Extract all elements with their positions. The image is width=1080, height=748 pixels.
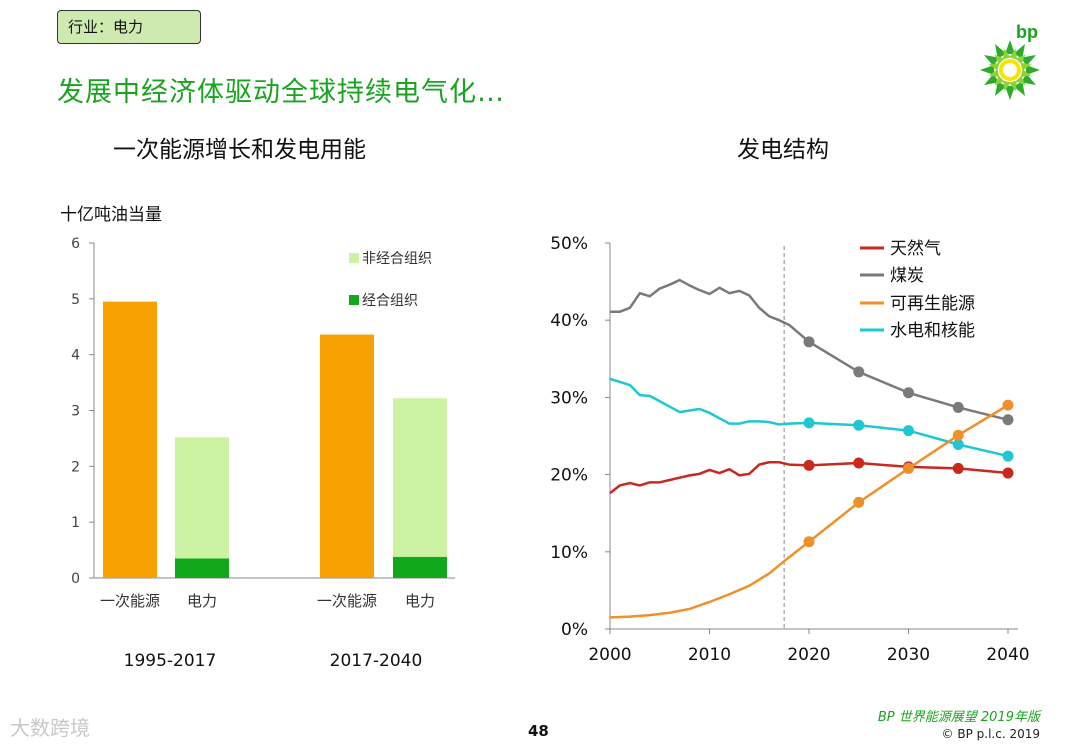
line-y-tick-label: 40% xyxy=(550,311,588,331)
bar-1995-2017-electricity-non-oecd xyxy=(175,437,229,559)
bar-y-tick-label: 2 xyxy=(71,459,80,475)
line-marker-coal xyxy=(803,336,815,348)
line-marker-gas xyxy=(952,462,964,474)
bar-y-tick-label: 3 xyxy=(71,404,80,420)
line-marker-renewables xyxy=(853,496,865,508)
bar-group-label: 1995-2017 xyxy=(124,651,217,671)
line-marker-renewables xyxy=(903,462,914,474)
line-y-tick-label: 10% xyxy=(550,543,588,563)
bar-category-label: 电力 xyxy=(405,592,435,610)
bar-category-label: 一次能源 xyxy=(100,592,160,610)
line-marker-renewables xyxy=(952,429,964,441)
bar-2017-2040-electricity-non-oecd xyxy=(393,398,447,557)
bar-y-tick-label: 4 xyxy=(71,348,80,364)
line-marker-hydro_nuclear xyxy=(952,438,964,450)
bar-legend-label: 经合组织 xyxy=(362,293,418,309)
line-marker-hydro_nuclear xyxy=(1002,450,1014,462)
line-chart-title: 发电结构 xyxy=(737,137,829,163)
line-marker-gas xyxy=(1002,467,1014,479)
bar-chart-title: 一次能源增长和发电用能 xyxy=(113,137,366,163)
footer-brand: BP 世界能源展望 2019年版 xyxy=(877,710,1040,725)
line-x-tick-label: 2020 xyxy=(787,645,830,665)
line-x-tick-label: 2040 xyxy=(986,645,1029,665)
line-marker-hydro_nuclear xyxy=(903,425,914,437)
line-legend-label: 天然气 xyxy=(890,239,941,259)
bp-helios-logo-icon: bp xyxy=(980,22,1040,100)
bar-group-label: 2017-2040 xyxy=(330,651,423,671)
line-legend-label: 水电和核能 xyxy=(890,321,975,341)
line-marker-hydro_nuclear xyxy=(853,419,865,431)
line-marker-gas xyxy=(853,457,865,469)
line-marker-gas xyxy=(803,459,815,471)
bar-category-label: 电力 xyxy=(187,592,217,610)
bp-logo-text: bp xyxy=(1016,22,1038,42)
line-x-tick-label: 2010 xyxy=(688,645,731,665)
line-marker-coal xyxy=(903,387,914,399)
page-title: 发展中经济体驱动全球持续电气化… xyxy=(57,77,505,108)
bar-2017-2040-primary xyxy=(320,334,374,578)
bar-1995-2017-electricity-oecd xyxy=(175,558,229,578)
bar-legend-label: 非经合组织 xyxy=(362,251,432,267)
line-y-tick-label: 30% xyxy=(550,388,588,408)
line-series-coal xyxy=(610,278,1009,422)
bar-y-tick-label: 5 xyxy=(71,292,80,308)
bar-y-tick-label: 6 xyxy=(71,236,80,252)
bar-2017-2040-electricity-oecd xyxy=(393,556,447,578)
line-marker-coal xyxy=(853,366,865,378)
line-marker-renewables xyxy=(1002,399,1014,411)
sector-tag: 行业：电力 xyxy=(57,10,201,44)
line-y-tick-label: 0% xyxy=(561,620,588,640)
line-marker-renewables xyxy=(803,536,815,548)
line-x-tick-label: 2000 xyxy=(588,645,631,665)
line-legend-label: 可再生能源 xyxy=(890,294,975,314)
bar-chart-unit-label: 十亿吨油当量 xyxy=(60,205,162,225)
page-number: 48 xyxy=(528,722,549,740)
line-marker-hydro_nuclear xyxy=(803,417,815,429)
footer-copyright: © BP p.l.c. 2019 xyxy=(941,727,1040,741)
bar-legend-swatch xyxy=(349,295,359,305)
line-x-tick-label: 2030 xyxy=(887,645,930,665)
bar-y-tick-label: 0 xyxy=(71,571,80,587)
line-series-hydro_nuclear xyxy=(609,377,1009,458)
bar-1995-2017-primary xyxy=(103,301,157,578)
bar-legend-swatch xyxy=(349,253,359,263)
bar-category-label: 一次能源 xyxy=(317,592,377,610)
line-series-gas xyxy=(609,460,1009,495)
line-marker-coal xyxy=(1002,414,1014,426)
line-y-tick-label: 20% xyxy=(550,466,588,486)
line-legend-label: 煤炭 xyxy=(890,266,924,286)
line-marker-coal xyxy=(952,401,964,413)
bar-y-tick-label: 1 xyxy=(71,515,80,531)
watermark: 大数跨境 xyxy=(10,716,90,740)
line-series-renewables xyxy=(609,404,1009,619)
line-y-tick-label: 50% xyxy=(550,234,588,254)
